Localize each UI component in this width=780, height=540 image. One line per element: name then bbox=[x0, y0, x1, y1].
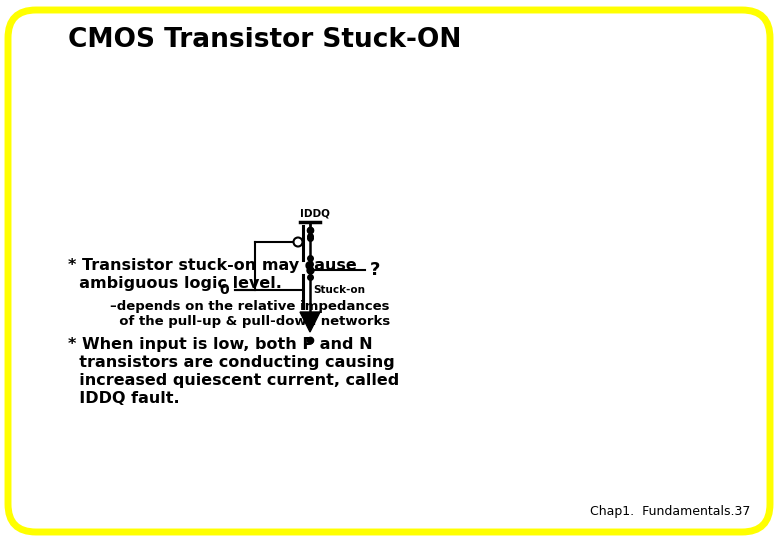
Text: transistors are conducting causing: transistors are conducting causing bbox=[68, 355, 395, 370]
Text: 0: 0 bbox=[219, 283, 229, 297]
Text: IDDQ fault.: IDDQ fault. bbox=[68, 391, 179, 406]
Text: CMOS Transistor Stuck-ON: CMOS Transistor Stuck-ON bbox=[68, 27, 462, 53]
FancyBboxPatch shape bbox=[8, 10, 770, 532]
Text: ambiguous logic level.: ambiguous logic level. bbox=[68, 276, 282, 291]
Text: Chap1.  Fundamentals.37: Chap1. Fundamentals.37 bbox=[590, 505, 750, 518]
Text: * Transistor stuck-on may cause: * Transistor stuck-on may cause bbox=[68, 258, 356, 273]
Text: increased quiescent current, called: increased quiescent current, called bbox=[68, 373, 399, 388]
Text: Stuck-on: Stuck-on bbox=[313, 285, 365, 295]
Text: IDDQ: IDDQ bbox=[300, 208, 330, 218]
Circle shape bbox=[293, 238, 303, 246]
Text: –depends on the relative impedances: –depends on the relative impedances bbox=[110, 300, 389, 313]
Polygon shape bbox=[300, 312, 320, 332]
Text: ?: ? bbox=[370, 261, 381, 279]
Text: * When input is low, both P and N: * When input is low, both P and N bbox=[68, 337, 373, 352]
Text: of the pull-up & pull-down networks: of the pull-up & pull-down networks bbox=[110, 315, 390, 328]
